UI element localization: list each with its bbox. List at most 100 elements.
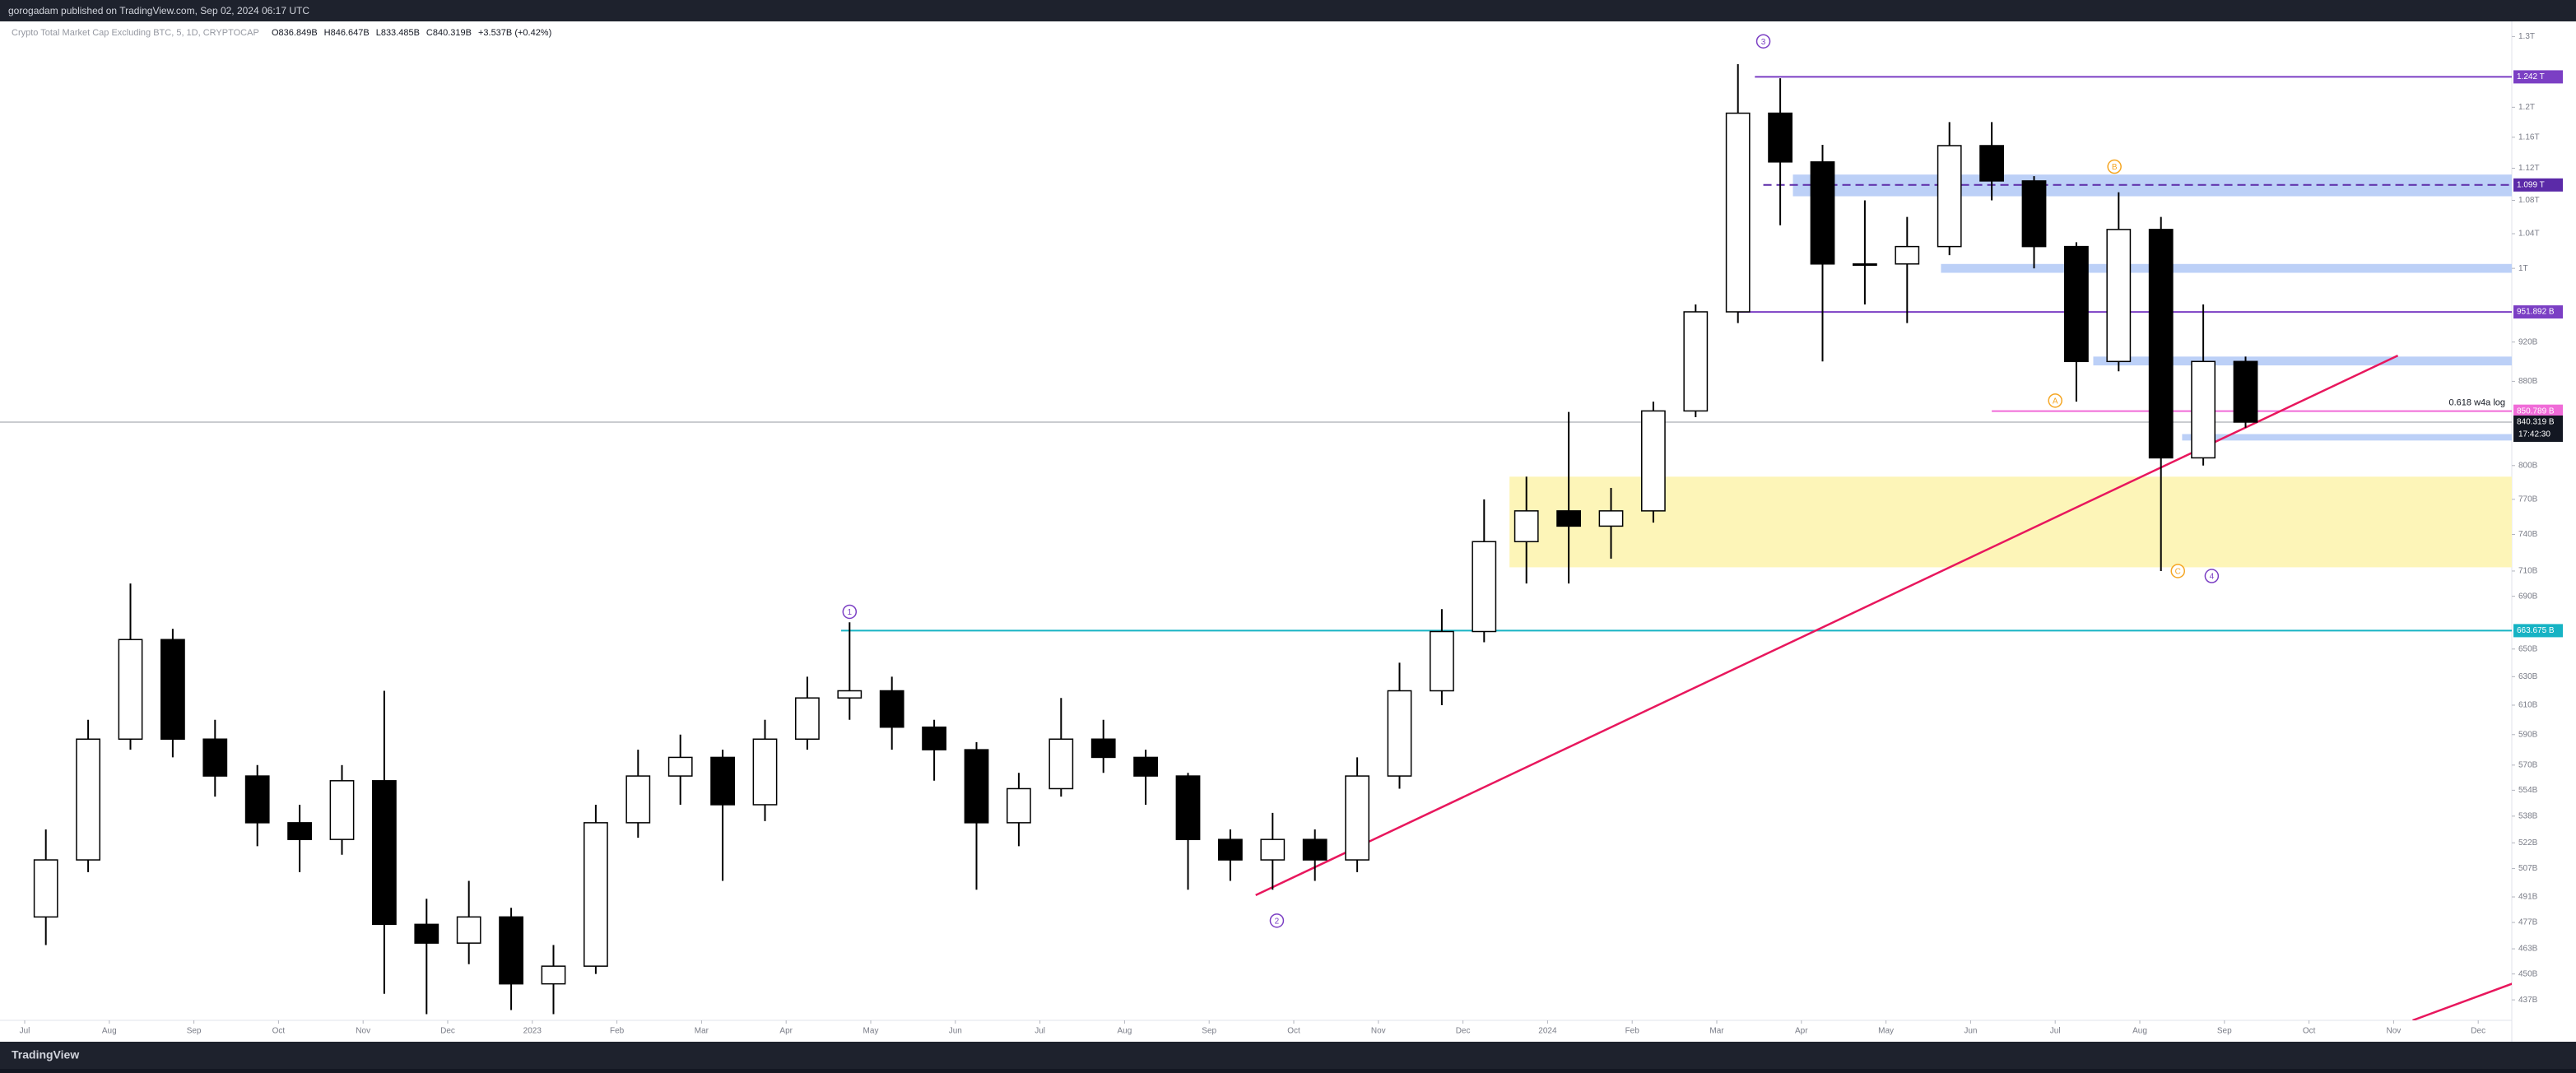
wave-marker — [1269, 913, 1285, 928]
candle-body — [2191, 360, 2216, 459]
y-tick-label: 770B — [2518, 495, 2538, 504]
x-tick-label: Mar — [1709, 1027, 1724, 1036]
ohlc-legend: L833.485B — [376, 28, 420, 38]
candle-body — [2021, 180, 2047, 248]
y-tick-label: 1.3T — [2518, 32, 2535, 41]
x-tick-label: Dec — [2471, 1027, 2485, 1036]
y-tick-label: 463B — [2518, 945, 2538, 954]
candle-body — [1345, 775, 1369, 861]
level-tag — [2513, 305, 2563, 319]
level-tag — [2513, 178, 2563, 192]
candle-body — [2064, 245, 2089, 363]
ohlc-legend: H846.647B — [324, 28, 370, 38]
y-tick-label: 630B — [2518, 672, 2538, 681]
candle-body — [33, 859, 58, 918]
level-tag-label: 1.242 T — [2517, 72, 2545, 81]
y-tick-label: 1.12T — [2518, 164, 2540, 173]
x-tick-label: Apr — [1795, 1027, 1808, 1036]
candle-body — [625, 775, 651, 824]
zone — [1509, 476, 2512, 568]
candle-body — [1556, 510, 1581, 527]
candle-body — [1598, 510, 1624, 527]
candle-body — [329, 780, 355, 840]
zone — [1941, 263, 2512, 273]
candle-body — [456, 916, 481, 944]
candle-body — [1514, 510, 1539, 542]
candle-body — [1979, 145, 2004, 182]
x-tick-label: Sep — [1202, 1027, 1216, 1036]
candle-body — [1810, 161, 1835, 265]
candle-body — [879, 690, 904, 728]
plot: 1 2 3 4 A B C — [0, 34, 2512, 1020]
x-tick-label: Jul — [2050, 1027, 2061, 1036]
y-tick-label: 800B — [2518, 461, 2538, 470]
y-tick-label: 477B — [2518, 918, 2538, 927]
x-tick-label: Feb — [1625, 1027, 1640, 1036]
x-tick-label: Oct — [272, 1027, 286, 1036]
candle-body — [1895, 245, 1920, 265]
level-note: 0.618 w4a log — [2449, 398, 2506, 408]
wave-label: 1 — [848, 608, 853, 617]
candle-body — [76, 738, 100, 861]
wave-label: C — [2175, 568, 2181, 577]
candle-body — [1133, 756, 1158, 777]
wave-marker — [1755, 34, 1771, 49]
y-tick-label: 590B — [2518, 730, 2538, 739]
x-tick-label: Jun — [1964, 1027, 1977, 1036]
x-tick-label: Apr — [779, 1027, 793, 1036]
candle-body — [2148, 229, 2174, 459]
publisher: gorogadam published on TradingView.com, … — [8, 5, 309, 16]
wave-label: 2 — [1275, 917, 1280, 926]
x-tick-label: Jun — [949, 1027, 962, 1036]
candle-body — [244, 775, 270, 824]
trendline — [2412, 982, 2512, 1020]
y-tick-label: 880B — [2518, 377, 2538, 386]
zone — [2182, 434, 2512, 441]
level-tag — [2513, 404, 2563, 418]
last-price-tag — [2513, 415, 2563, 442]
y-tick-label: 491B — [2518, 893, 2538, 902]
x-tick-label: Aug — [2132, 1027, 2147, 1036]
level-tag-label: 1.099 T — [2517, 180, 2545, 189]
wave-label: B — [2112, 163, 2118, 172]
y-tick-label: 554B — [2518, 786, 2538, 795]
level-tag — [2513, 624, 2563, 638]
candle-body — [1641, 410, 1666, 512]
candle-body — [1387, 690, 1412, 777]
candle-body — [752, 738, 778, 806]
candle-body — [837, 690, 863, 699]
candle-body — [1725, 112, 1751, 313]
x-tick-label: Oct — [2303, 1027, 2316, 1036]
candle-body — [1218, 838, 1243, 861]
x-tick-label: Sep — [2217, 1027, 2232, 1036]
x-tick-label: Dec — [440, 1027, 455, 1036]
candle-body — [1260, 838, 1286, 861]
brand: TradingView — [12, 1048, 79, 1061]
wave-marker — [2170, 564, 2186, 578]
x-tick-label: Aug — [1118, 1027, 1132, 1036]
candle-body — [287, 822, 312, 840]
y-tick-label: 570B — [2518, 760, 2538, 769]
candle-body — [541, 965, 566, 985]
wave-marker — [842, 604, 858, 620]
candle-body — [710, 756, 735, 806]
x-tick-label: May — [863, 1027, 879, 1036]
x-tick-label: Feb — [610, 1027, 625, 1036]
y-tick-label: 650B — [2518, 644, 2538, 653]
candle-body — [667, 756, 693, 777]
wave-label: 4 — [2210, 573, 2215, 582]
candle-body — [118, 639, 143, 740]
zone — [2093, 356, 2512, 366]
y-tick-label: 538B — [2518, 811, 2538, 820]
candle-body — [372, 780, 397, 926]
x-tick-label: Aug — [102, 1027, 117, 1036]
candle-body — [1853, 263, 1877, 267]
candle-body — [499, 916, 523, 985]
level-tag-label: 951.892 B — [2517, 308, 2555, 317]
candle-body — [1430, 630, 1454, 692]
x-tick-label: Dec — [1456, 1027, 1471, 1036]
candle-body — [2106, 229, 2132, 363]
y-tick-label: 1T — [2518, 264, 2528, 273]
